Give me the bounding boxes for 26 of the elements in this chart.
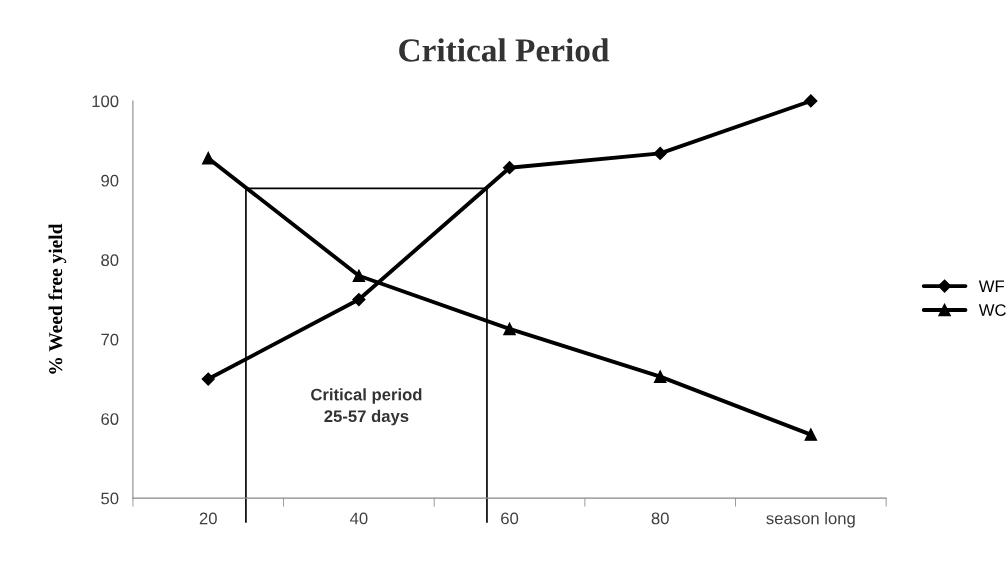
y-tick-label: 50 <box>101 492 119 505</box>
y-tick-label: 60 <box>101 413 119 425</box>
x-tick-label: 40 <box>350 512 368 525</box>
point <box>804 428 818 441</box>
point <box>502 161 517 175</box>
y-tick-label: 70 <box>101 333 119 346</box>
x-tick-label: season long <box>766 512 855 528</box>
point <box>201 151 215 165</box>
y-tick-label: 80 <box>101 254 119 267</box>
annotation: Critical period 25-57 days <box>311 388 422 426</box>
point <box>804 94 818 108</box>
point <box>653 370 667 383</box>
point <box>503 322 516 336</box>
point <box>653 146 667 160</box>
chart-title: Critical Period <box>399 38 610 62</box>
y-tick-label: 100 <box>92 95 119 108</box>
x-tick-label: 80 <box>651 512 669 525</box>
point <box>201 372 215 386</box>
legend-label: WF <box>978 280 1004 292</box>
y-tick-label: 90 <box>101 174 119 187</box>
x-tick-label: 60 <box>501 512 519 525</box>
legend-label: WC <box>978 304 1006 316</box>
point <box>352 292 366 307</box>
x-tick-label: 20 <box>199 512 217 525</box>
point <box>352 269 366 282</box>
y-axis-title: % Weed free yield <box>48 223 67 374</box>
